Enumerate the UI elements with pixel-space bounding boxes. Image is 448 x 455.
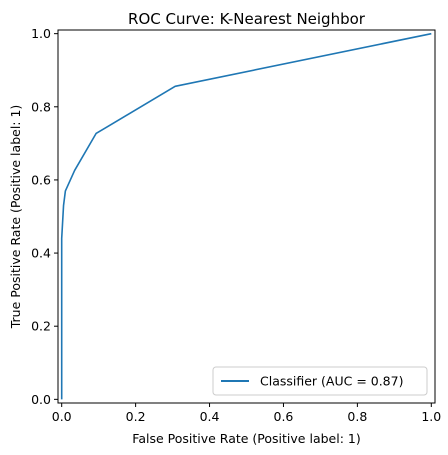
plot-area <box>60 32 432 400</box>
legend-label-classifier: Classifier (AUC = 0.87) <box>260 374 403 389</box>
y-tick-label: 0.2 <box>31 319 51 334</box>
x-tick-label: 0.2 <box>126 409 146 424</box>
chart-title: ROC Curve: K-Nearest Neighbor <box>128 10 366 28</box>
x-tick-label: 0.8 <box>347 409 367 424</box>
plot-frame <box>57 29 436 404</box>
x-tick-label: 0.0 <box>52 409 72 424</box>
roc-curve-line <box>60 32 432 400</box>
y-axis-ticks: 0.0 0.2 0.4 0.6 0.8 1.0 <box>31 26 58 407</box>
y-tick-label: 0.0 <box>31 392 51 407</box>
x-tick-label: 0.6 <box>274 409 294 424</box>
y-tick-label: 0.6 <box>31 172 51 187</box>
legend-box <box>212 366 428 396</box>
y-tick-label: 0.8 <box>31 99 51 114</box>
legend: Classifier (AUC = 0.87) <box>212 366 428 396</box>
y-tick-label: 0.4 <box>31 246 51 261</box>
y-tick-label: 1.0 <box>31 26 51 41</box>
x-tick-label: 1.0 <box>421 409 441 424</box>
x-axis-ticks: 0.0 0.2 0.4 0.6 0.8 1.0 <box>52 403 441 424</box>
x-tick-label: 0.4 <box>200 409 220 424</box>
x-axis-label: False Positive Rate (Positive label: 1) <box>132 431 360 446</box>
y-axis-label: True Positive Rate (Positive label: 1) <box>8 105 23 330</box>
